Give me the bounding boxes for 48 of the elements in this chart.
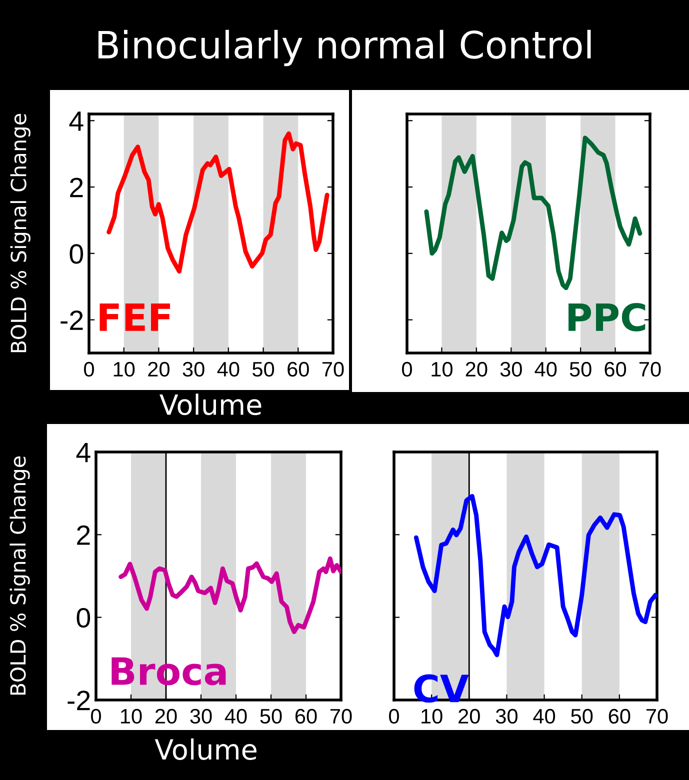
x-tick-label: 0 <box>389 708 399 724</box>
y-tick-label: 2 <box>70 178 83 198</box>
x-tick-label: 50 <box>571 708 593 724</box>
x-tick-label: 20 <box>458 708 480 724</box>
x-tick-label: 30 <box>190 708 212 724</box>
x-tick-label: 10 <box>432 362 452 377</box>
x-tick-label: 30 <box>500 362 522 377</box>
x-tick-label: 40 <box>534 362 557 377</box>
x-tick-label: 40 <box>533 708 556 724</box>
x-tick-label: 50 <box>570 362 592 377</box>
y-axis-title: BOLD % Signal Change <box>10 114 30 352</box>
x-tick-label: 70 <box>322 362 344 377</box>
x-tick-label: 20 <box>148 362 170 377</box>
y-tick-label: 0 <box>70 244 84 264</box>
y-axis-title: BOLD % Signal Change <box>10 456 30 695</box>
x-tick-label: 20 <box>155 708 177 724</box>
y-tick-label: 4 <box>69 112 84 131</box>
line-series <box>106 131 330 274</box>
x-tick-label: 40 <box>224 708 247 724</box>
chart-title: Binocularly normal Control <box>98 30 591 66</box>
x-tick-label: 10 <box>422 708 442 724</box>
x-tick-label: 60 <box>288 362 309 377</box>
line-series <box>118 556 341 634</box>
x-tick-label: 30 <box>496 708 518 724</box>
x-tick-label: 40 <box>217 362 240 377</box>
x-tick-label: 70 <box>646 708 668 724</box>
y-tick-label: -2 <box>60 310 83 330</box>
x-tick-label: 60 <box>608 708 630 724</box>
y-tick-label: 0 <box>76 608 90 628</box>
y-tick-label: 2 <box>77 525 90 545</box>
x-axis-title: Volume <box>160 394 262 416</box>
x-axis-title: Volume <box>154 738 256 760</box>
x-tick-label: 50 <box>260 708 282 724</box>
y-tick-label: -2 <box>68 690 90 710</box>
x-tick-label: 0 <box>91 708 101 724</box>
x-tick-label: 60 <box>295 708 317 724</box>
x-tick-label: 10 <box>114 362 135 377</box>
x-tick-label: 70 <box>639 362 661 377</box>
x-tick-label: 60 <box>604 362 626 377</box>
y-tick-label: 4 <box>76 442 90 462</box>
x-tick-label: 50 <box>252 362 274 377</box>
series-label: PPC <box>568 303 646 332</box>
series-label: FEF <box>100 304 170 331</box>
x-tick-label: 0 <box>402 362 412 377</box>
x-tick-label: 10 <box>121 708 142 724</box>
x-tick-label: 30 <box>182 362 204 377</box>
x-tick-label: 70 <box>330 708 352 724</box>
x-tick-label: 20 <box>466 362 488 377</box>
